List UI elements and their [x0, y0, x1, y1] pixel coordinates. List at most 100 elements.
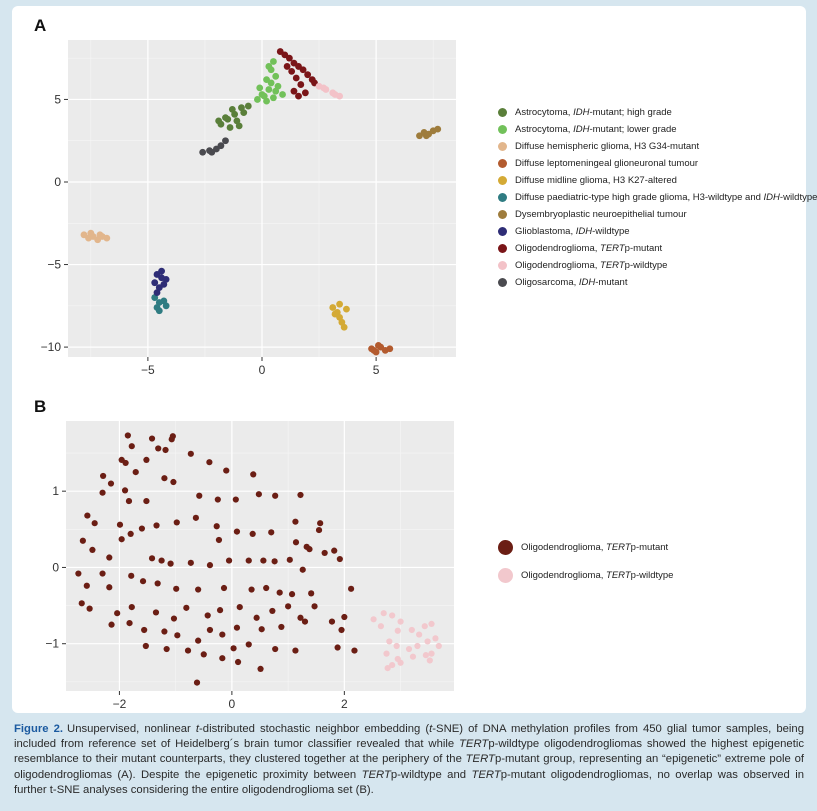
data-point [416, 631, 423, 638]
data-point [163, 645, 170, 653]
text-segment: p-mutant [630, 541, 669, 553]
data-point [127, 530, 134, 537]
data-point [329, 304, 337, 311]
data-point [107, 480, 115, 487]
tsne-plot-panel-a: −5 0 5 5 0 −5 −10 [41, 40, 456, 377]
data-point [222, 114, 229, 121]
y-tick-label: 0 [52, 560, 59, 574]
data-point [184, 647, 192, 654]
text-segment: Diffuse paediatric-type high grade gliom… [515, 192, 764, 203]
data-point [409, 653, 417, 660]
data-point [226, 124, 234, 131]
data-point [199, 148, 207, 156]
data-point [297, 81, 305, 88]
data-point [170, 615, 178, 622]
data-point [288, 591, 296, 598]
data-point [99, 489, 106, 496]
text-segment: TERT [606, 569, 631, 581]
text-segment: p-wildtype [630, 569, 674, 581]
data-point [321, 549, 328, 557]
text-segment: t [429, 723, 433, 735]
legend-label: Diffuse leptomeningeal glioneuronal tumo… [515, 158, 698, 169]
series-0-points [215, 102, 252, 131]
data-point [285, 54, 293, 62]
data-point [187, 450, 194, 457]
legend-item: Diffuse paediatric-type high grade gliom… [498, 189, 817, 206]
legend-item: Oligodendroglioma, TERTp-wildtype [498, 257, 817, 274]
y-tick-label: −1 [45, 637, 59, 651]
figure-caption: Figure 2. Unsupervised, nonlinear t-distr… [14, 722, 804, 798]
series-1-points [370, 610, 442, 672]
data-point [195, 586, 202, 593]
legend-swatch [498, 176, 507, 185]
data-point [232, 496, 239, 503]
text-segment: Oligodendroglioma, [515, 260, 601, 271]
data-point [386, 638, 393, 645]
data-point [288, 67, 296, 75]
legend-label: Dysembryoplastic neuroepithelial tumour [515, 209, 687, 220]
legend-label: Diffuse paediatric-type high grade gliom… [515, 192, 817, 203]
text-segment: Dysembryoplastic neuroepithelial tumour [515, 209, 687, 220]
data-point [75, 570, 82, 577]
data-point [118, 536, 125, 543]
series-2-points [80, 229, 111, 244]
data-point [158, 557, 165, 564]
legend-item: Diffuse midline glioma, H3 K27-altered [498, 172, 817, 189]
data-point [220, 584, 228, 592]
data-point [308, 590, 315, 597]
data-point [397, 618, 404, 625]
data-point [141, 626, 148, 634]
data-point [249, 530, 256, 537]
series-0-points [75, 432, 358, 686]
data-point [132, 469, 139, 476]
data-point [268, 529, 275, 536]
legend-item: Diffuse hemispheric glioma, H3 G34-mutan… [498, 138, 817, 155]
data-point [108, 621, 115, 628]
data-point [84, 512, 91, 519]
data-point [377, 623, 384, 630]
text-segment: -mutant [595, 277, 628, 288]
data-point [272, 645, 279, 653]
data-point [223, 467, 230, 474]
series-7-points [151, 267, 170, 297]
data-point [100, 472, 107, 480]
data-point [299, 66, 307, 74]
legend-swatch [498, 210, 507, 219]
data-point [139, 578, 147, 585]
data-point [434, 125, 442, 133]
series-4-points [329, 300, 350, 331]
data-point [347, 585, 355, 592]
data-point [206, 626, 214, 634]
data-point [193, 679, 201, 686]
text-segment: Astrocytoma, [515, 124, 574, 135]
data-point [161, 628, 168, 635]
data-point [272, 87, 280, 95]
text-segment: IDH [763, 192, 780, 203]
data-point [106, 554, 113, 561]
data-point [260, 92, 268, 100]
text-segment: Diffuse leptomeningeal glioneuronal tumo… [515, 158, 699, 169]
data-point [389, 661, 396, 669]
data-point [162, 276, 170, 283]
legend-swatch [498, 567, 513, 583]
data-point [240, 109, 248, 117]
data-point [279, 91, 286, 98]
data-point [422, 652, 429, 659]
data-point [338, 626, 345, 634]
panel-b-letter: B [34, 397, 47, 416]
data-point [96, 231, 104, 239]
data-point [286, 556, 293, 563]
x-tick-label: −2 [113, 697, 127, 711]
text-segment: p-wildtype and [390, 768, 472, 781]
data-point [103, 234, 111, 242]
data-point [126, 620, 133, 627]
legend-swatch [498, 159, 507, 168]
legend-item: Oligodendroglioma, TERTp-wildtype [498, 561, 673, 589]
text-segment: Oligodendroglioma, [521, 569, 607, 581]
data-point [99, 570, 106, 577]
data-point [79, 537, 86, 544]
legend-swatch [498, 125, 507, 134]
data-point [233, 624, 241, 631]
text-segment: p-mutant oligodendrogliomas, no overlap … [14, 768, 805, 796]
data-point [331, 91, 339, 98]
